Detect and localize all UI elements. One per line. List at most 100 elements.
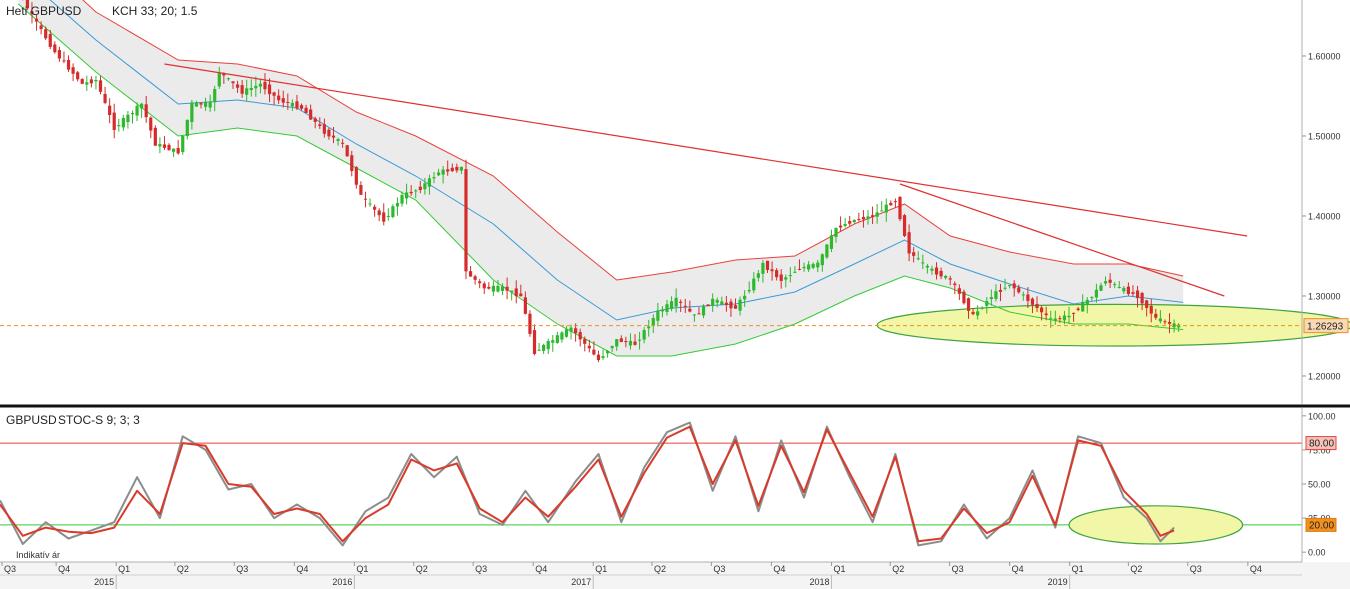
candle-body [126, 114, 130, 123]
candle-body [532, 330, 537, 354]
candle-body [756, 273, 760, 278]
candle-body [1122, 287, 1126, 292]
x-quarter-label: Q3 [952, 564, 964, 574]
candle-body [848, 221, 852, 224]
lower-level-label: 20.00 [1309, 520, 1334, 531]
x-year-label: 2015 [94, 577, 114, 587]
candle-body [843, 224, 847, 226]
candle-body [327, 129, 331, 137]
price-marker-label: 1.26293 [1307, 322, 1344, 333]
candle-body [980, 307, 984, 309]
candle-body [1012, 283, 1016, 289]
candle-body [770, 269, 774, 272]
candle-body [185, 119, 189, 137]
candle-body [711, 298, 715, 306]
candle-body [870, 215, 875, 218]
candle-body [838, 225, 843, 228]
candle-body [459, 166, 464, 171]
candle-body [130, 113, 135, 115]
candle-body [934, 267, 939, 275]
candle-body [820, 254, 824, 266]
x-quarter-label: Q3 [713, 564, 725, 574]
candle-body [998, 289, 1003, 292]
candle-body [797, 268, 802, 270]
candle-body [386, 215, 390, 217]
candle-body [1049, 318, 1053, 320]
candle-body [135, 105, 139, 116]
candle-body [1081, 301, 1085, 312]
candle-body [172, 148, 176, 152]
price-y-tick-label: 1.50000 [1308, 132, 1341, 142]
candle-body [391, 206, 395, 217]
candle-body [1017, 287, 1021, 293]
candle-body [907, 232, 911, 254]
x-quarter-label: Q2 [177, 564, 189, 574]
candle-body [487, 286, 491, 289]
candle-body [1126, 286, 1130, 294]
candle-body [94, 79, 98, 82]
candle-body [601, 356, 605, 358]
candle-body [994, 291, 998, 299]
candle-body [258, 83, 262, 87]
price-candles [22, 0, 1181, 363]
candle-body [514, 288, 518, 297]
candle-body [852, 219, 856, 223]
price-y-tick-label: 1.30000 [1308, 292, 1341, 302]
candle-body [610, 346, 614, 349]
candle-body [446, 169, 450, 172]
x-quarter-label: Q4 [58, 564, 70, 574]
candle-body [377, 210, 381, 216]
candle-body [1172, 323, 1176, 328]
candle-body [1021, 294, 1025, 296]
candle-body [25, 0, 30, 9]
candle-body [775, 270, 779, 278]
candle-body [784, 277, 788, 280]
price-y-tick-label: 1.20000 [1308, 372, 1341, 382]
candle-body [647, 326, 651, 329]
candle-body [660, 309, 665, 312]
price-y-tick-label: 1.60000 [1308, 52, 1341, 62]
candle-body [505, 286, 509, 291]
candle-body [788, 275, 792, 277]
x-quarter-label: Q3 [475, 564, 487, 574]
candle-body [743, 295, 747, 300]
candle-body [382, 212, 386, 222]
candle-body [1117, 286, 1121, 288]
candle-body [807, 264, 811, 270]
candle-body [542, 344, 546, 351]
candle-body [432, 177, 436, 179]
candle-body [1062, 315, 1067, 321]
candle-body [724, 302, 728, 306]
candle-body [729, 301, 733, 309]
candle-body [76, 72, 80, 80]
stochastic-d-line [0, 425, 1175, 543]
x-quarter-label: Q3 [4, 564, 16, 574]
candle-body [286, 102, 290, 104]
candle-body [551, 340, 555, 343]
candle-body [473, 276, 477, 280]
candle-body [34, 18, 39, 22]
candle-body [857, 219, 861, 221]
candle-body [57, 50, 61, 59]
candle-body [149, 117, 153, 131]
x-quarter-label: Q3 [236, 564, 248, 574]
candle-body [1067, 315, 1071, 318]
stochastic-lower-marker: 20.00 [1305, 517, 1337, 532]
candle-body [962, 291, 966, 304]
x-quarter-label: Q1 [833, 564, 845, 574]
candle-body [665, 304, 669, 312]
candle-body [121, 117, 125, 128]
candle-body [674, 297, 678, 307]
candle-body [404, 192, 409, 199]
candle-body [925, 265, 929, 268]
candle-body [108, 105, 112, 116]
x-quarter-label: Q3 [1190, 564, 1202, 574]
candle-body [478, 281, 482, 284]
stochastic-plot-area[interactable] [0, 421, 1302, 547]
candle-body [44, 29, 48, 39]
candle-body [281, 98, 285, 103]
price-plot-area[interactable] [0, 0, 1350, 363]
candle-body [606, 350, 610, 354]
stochastic-y-tick-label: 50.00 [1308, 480, 1331, 490]
candle-body [272, 92, 276, 96]
